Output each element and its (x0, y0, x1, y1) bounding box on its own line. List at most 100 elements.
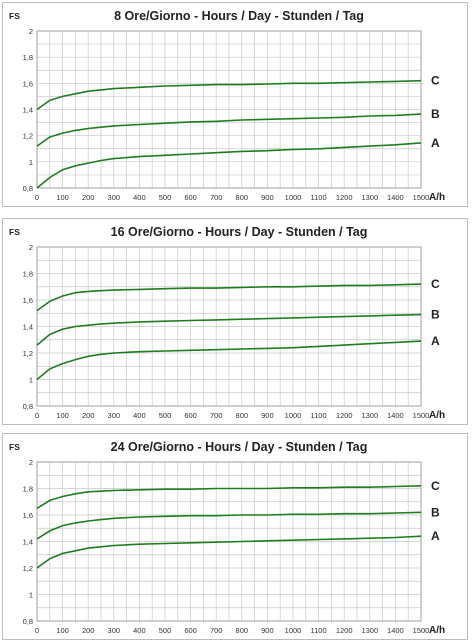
y-tick-label: 0,8 (23, 617, 33, 626)
x-tick-label: 700 (210, 626, 223, 635)
x-tick-label: 700 (210, 193, 223, 202)
x-tick-label: 1500 (413, 626, 430, 635)
x-tick-label: 800 (236, 411, 249, 420)
x-tick-label: 1000 (285, 411, 302, 420)
x-tick-label: 1300 (361, 626, 378, 635)
y-tick-label: 1,4 (23, 106, 33, 115)
x-axis-label: A/h (429, 192, 445, 203)
y-tick-label: 1,8 (23, 270, 33, 279)
series-line-a (36, 142, 422, 189)
y-tick-label: 1,2 (23, 349, 33, 358)
x-tick-label: 1100 (311, 411, 327, 420)
x-tick-label: 700 (210, 411, 223, 420)
y-tick-label: 0,8 (23, 184, 33, 193)
x-tick-label: 1100 (311, 193, 327, 202)
y-tick-label: 1,2 (23, 132, 33, 141)
series-label-c: C (431, 479, 440, 493)
series-line-b (36, 313, 422, 346)
y-tick-label: 1,6 (23, 296, 33, 305)
x-tick-label: 600 (184, 411, 197, 420)
x-tick-label: 1200 (336, 193, 353, 202)
y-tick-label: 1 (29, 591, 33, 600)
x-tick-label: 500 (159, 193, 172, 202)
y-tick-label: 1,2 (23, 564, 33, 573)
x-tick-label: 1000 (285, 193, 302, 202)
x-tick-label: 1000 (285, 626, 302, 635)
y-tick-label: 1,6 (23, 79, 33, 88)
chart-panel-24h: 24 Ore/Giorno - Hours / Day - Stunden / … (2, 433, 468, 640)
chart-8h: 8 Ore/Giorno - Hours / Day - Stunden / T… (9, 9, 445, 203)
x-tick-label: 800 (236, 626, 249, 635)
y-axis-label: FS (9, 11, 20, 21)
series-label-a: A (431, 136, 440, 150)
x-tick-label: 0 (35, 193, 39, 202)
series-label-c: C (431, 74, 440, 88)
y-tick-label: 1 (29, 158, 33, 167)
series-line-c (36, 79, 422, 111)
series-line-c (36, 485, 422, 510)
chart-title: 24 Ore/Giorno - Hours / Day - Stunden / … (111, 440, 368, 454)
x-tick-label: 500 (159, 626, 172, 635)
x-tick-label: 1500 (413, 193, 430, 202)
x-tick-label: 1200 (336, 411, 353, 420)
x-tick-label: 0 (35, 411, 39, 420)
y-tick-label: 0,8 (23, 402, 33, 411)
plot-area-frame (36, 246, 422, 407)
x-tick-label: 400 (133, 411, 146, 420)
x-tick-label: 900 (261, 626, 274, 635)
chart-title: 8 Ore/Giorno - Hours / Day - Stunden / T… (114, 9, 364, 23)
x-tick-label: 200 (82, 626, 95, 635)
x-tick-label: 1400 (387, 193, 404, 202)
x-tick-label: 100 (56, 626, 69, 635)
x-tick-label: 600 (184, 626, 197, 635)
x-tick-label: 800 (236, 193, 249, 202)
x-tick-label: 900 (261, 193, 274, 202)
x-axis-label: A/h (429, 625, 445, 636)
series-label-b: B (431, 505, 440, 519)
y-tick-label: 1,6 (23, 511, 33, 520)
series-line-b (36, 113, 422, 147)
x-tick-label: 600 (184, 193, 197, 202)
x-tick-label: 1400 (387, 411, 404, 420)
x-tick-label: 1400 (387, 626, 404, 635)
series-line-b (36, 511, 422, 540)
y-axis-label: FS (9, 442, 20, 452)
x-tick-label: 100 (56, 411, 69, 420)
x-tick-label: 1200 (336, 626, 353, 635)
y-tick-label: 2 (29, 27, 33, 36)
x-tick-label: 400 (133, 193, 146, 202)
y-tick-label: 1,4 (23, 538, 33, 547)
y-tick-label: 1,4 (23, 323, 33, 332)
x-tick-label: 100 (56, 193, 69, 202)
series-line-a (36, 340, 422, 381)
series-label-a: A (431, 529, 440, 543)
x-tick-label: 1500 (413, 411, 430, 420)
x-tick-label: 900 (261, 411, 274, 420)
y-axis-label: FS (9, 227, 20, 237)
series-label-b: B (431, 107, 440, 121)
y-tick-label: 1 (29, 376, 33, 385)
x-tick-label: 0 (35, 626, 39, 635)
x-tick-label: 1100 (311, 626, 327, 635)
series-line-c (36, 283, 422, 312)
chart-panel-16h: 16 Ore/Giorno - Hours / Day - Stunden / … (2, 218, 468, 425)
series-label-a: A (431, 334, 440, 348)
y-tick-label: 1,8 (23, 485, 33, 494)
x-tick-label: 400 (133, 626, 146, 635)
x-tick-label: 300 (108, 193, 121, 202)
series-line-a (36, 535, 422, 569)
plot-area-frame (36, 461, 422, 622)
series-label-b: B (431, 308, 440, 322)
y-tick-label: 2 (29, 458, 33, 467)
y-tick-label: 2 (29, 243, 33, 252)
x-tick-label: 300 (108, 626, 121, 635)
chart-24h: 24 Ore/Giorno - Hours / Day - Stunden / … (9, 440, 445, 636)
x-tick-label: 200 (82, 411, 95, 420)
x-tick-label: 200 (82, 193, 95, 202)
x-axis-label: A/h (429, 410, 445, 421)
x-tick-label: 1300 (361, 193, 378, 202)
series-label-c: C (431, 277, 440, 291)
chart-panel-8h: 8 Ore/Giorno - Hours / Day - Stunden / T… (2, 2, 468, 207)
chart-title: 16 Ore/Giorno - Hours / Day - Stunden / … (111, 225, 368, 239)
x-tick-label: 300 (108, 411, 121, 420)
